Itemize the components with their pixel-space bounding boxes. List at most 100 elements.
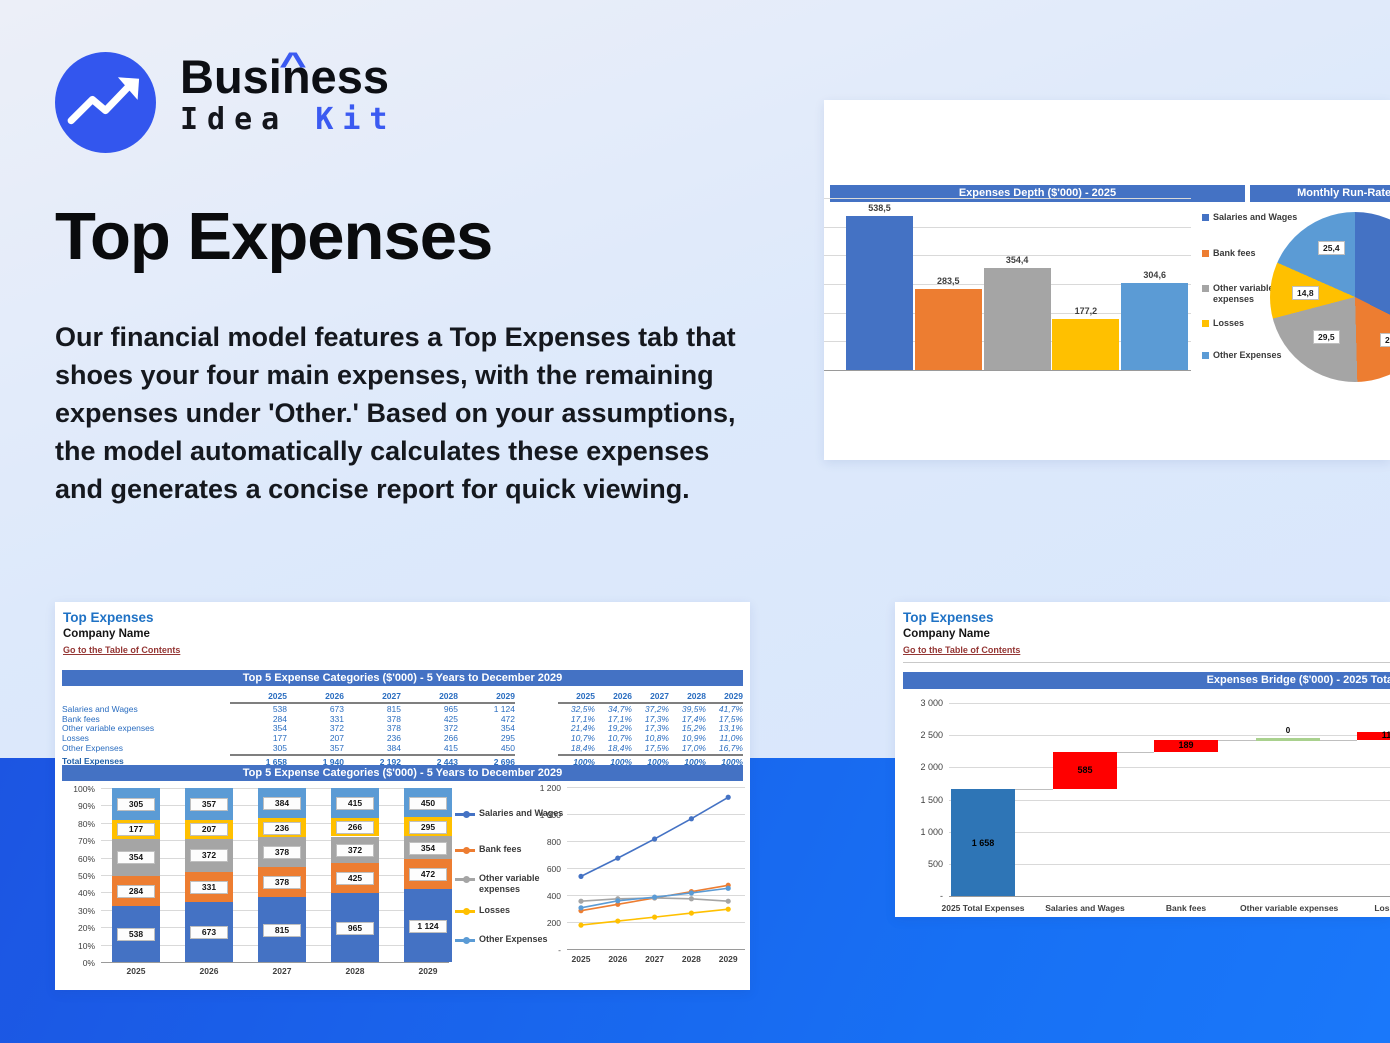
legend-label: Losses (1213, 318, 1245, 328)
segment-data-label: 378 (263, 846, 301, 860)
year-header: 2025 (230, 691, 287, 704)
segment-data-label: 1 124 (409, 919, 447, 933)
table-of-contents-link[interactable]: Go to the Table of Contents (63, 645, 181, 655)
segment-data-label: 372 (190, 849, 228, 863)
legend-item: Salaries and Wages (455, 808, 565, 819)
legend-item: Other variable expenses (1202, 283, 1305, 305)
stack-segment-Losses (404, 817, 452, 837)
x-axis (949, 896, 1390, 897)
bar-Salaries and Wages (846, 215, 913, 370)
y-axis-tick: - (940, 891, 943, 901)
legend-line-marker-icon (455, 937, 475, 944)
x-axis-tick: 2026 (199, 966, 219, 976)
year-header: 2026 (595, 691, 632, 704)
waterfall-connector (1117, 751, 1154, 753)
y-axis-tick: 20% (77, 923, 95, 934)
segment-data-label: 284 (117, 884, 155, 898)
top5-stacked-bar-chart: 100% 90% 80% 70% 60% 50% 40% 30% 20% 10% 0% 538 284 3… (55, 602, 750, 990)
y-axis-tick: 90% (77, 801, 95, 812)
gridline (567, 787, 745, 788)
stack-segment-Other variable expenses (331, 836, 379, 863)
segment-data-label: 384 (263, 797, 301, 811)
x-axis-tick: 2029 (718, 954, 738, 964)
segment-data-label: 415 (336, 796, 374, 810)
waterfall-connector (1320, 739, 1357, 741)
y-axis-tick: 50% (77, 871, 95, 881)
gridline (101, 944, 449, 946)
logo-caret-icon: ^ (279, 46, 307, 84)
y-axis-tick: 1 000 (920, 826, 943, 837)
stack-segment-Other Expenses (112, 788, 160, 820)
segment-data-label: 673 (190, 925, 228, 939)
segment-data-label: 357 (190, 798, 228, 811)
gridline (101, 875, 449, 876)
pie-slice-label: 23,6 (1380, 333, 1390, 347)
stack-segment-Other variable expenses (258, 837, 306, 868)
legend-line-marker-icon (455, 847, 475, 854)
y-axis-tick: 1 500 (920, 794, 943, 805)
x-axis (101, 962, 449, 963)
gridline (949, 799, 1390, 801)
stack-segment-Other Expenses (404, 788, 452, 818)
year-header: 2025 (558, 691, 595, 704)
trend-arrow-icon (55, 52, 156, 153)
stack-segment-Salaries and Wages (185, 901, 233, 962)
gridline (101, 788, 449, 789)
segment-data-label: 331 (190, 880, 228, 894)
segment-data-label: 378 (263, 876, 301, 890)
segment-data-label: 538 (117, 927, 155, 941)
stack-segment-Losses (331, 817, 379, 837)
table-row: Losses 177 207 236 266 295 10,7% 10,7% 10,8% 10,9… (62, 732, 743, 743)
x-axis-tick: 2025 Total Expenses (941, 903, 1025, 913)
x-axis-tick: 2026 (608, 954, 628, 964)
gridline (101, 805, 449, 807)
brand-logo: Business ^ Idea Kit (55, 46, 397, 153)
year-header: 2027 (632, 691, 669, 704)
bar-data-label: 283,5 (937, 275, 960, 286)
sheet-title: Top Expenses (63, 610, 154, 625)
segment-data-label: 207 (190, 823, 228, 837)
x-axis (824, 370, 1191, 371)
y-axis-tick: 60% (77, 853, 95, 864)
gridline (949, 831, 1390, 833)
legend-swatch-icon (1202, 214, 1209, 221)
table-total-row: Total Expenses 1 658 1 940 2 192 2 443 2 696 1… (62, 754, 743, 768)
bar-Other Expenses (1121, 282, 1189, 370)
legend-item: Losses (1202, 318, 1244, 329)
stack-segment-Other variable expenses (185, 838, 233, 872)
chart-title-bar: Top 5 Expense Categories ($'000) - 5 Yea… (62, 765, 743, 781)
table-title-bar: Top 5 Expense Categories ($'000) - 5 Yea… (62, 670, 743, 686)
x-axis-tick: 2025 (571, 954, 591, 964)
stack-segment-Other Expenses (331, 788, 379, 818)
y-axis-tick: 2 500 (920, 730, 943, 741)
y-axis-tick: 80% (77, 818, 95, 829)
top5-expenses-sheet-card: Top Expenses Company Name Go to the Tabl… (55, 602, 750, 990)
y-axis-tick: 0% (82, 958, 95, 968)
legend-swatch-icon (1202, 285, 1209, 292)
pie-slice-label: 25,4 (1318, 241, 1345, 255)
stack-segment-Salaries and Wages (331, 893, 379, 962)
bar-data-label: 538,5 (868, 202, 891, 213)
segment-data-label: 425 (336, 872, 374, 886)
legend-label: Salaries and Wages (479, 808, 564, 818)
y-axis-tick: 500 (927, 858, 943, 869)
x-axis-tick: 2029 (418, 966, 438, 976)
x-axis-tick: Bank fees (1165, 903, 1207, 913)
gridline (824, 255, 1191, 257)
chart-title-monthly-run-rate: Monthly Run-Rate ($'000) - 2025 (1250, 185, 1390, 202)
page-title: Top Expenses (55, 199, 493, 274)
year-header: 2029 (458, 691, 515, 704)
segment-data-label: 450 (409, 796, 447, 810)
legend-item: Other Expenses (1202, 350, 1282, 361)
table-row: Salaries and Wages 538 673 815 965 1 124 32,5%… (62, 703, 743, 714)
segment-data-label: 177 (117, 823, 155, 837)
legend-label: Other variable expenses (1213, 283, 1274, 304)
legend-line-marker-icon (455, 811, 475, 818)
legend-label: Other Expenses (1213, 350, 1282, 360)
gridline (824, 226, 1191, 228)
table-of-contents-link[interactable]: Go to the Table of Contents (903, 645, 1021, 655)
gridline (949, 703, 1390, 704)
legend-label: Bank fees (479, 844, 522, 854)
brand-word-ideakit: Idea Kit (180, 102, 397, 137)
